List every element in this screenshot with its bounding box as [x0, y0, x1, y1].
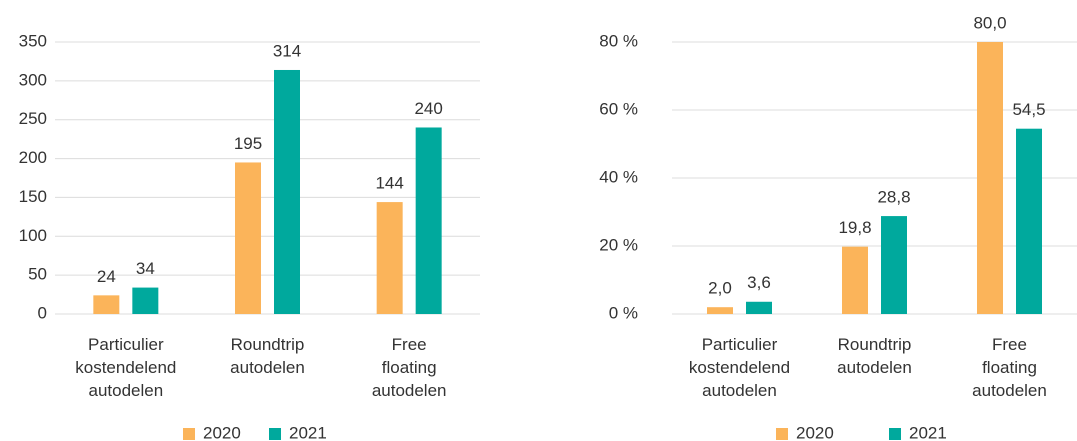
- bar: [274, 69, 300, 314]
- bar: [842, 246, 868, 314]
- y-tick-label: 40 %: [599, 167, 638, 186]
- bar: [132, 287, 159, 314]
- bar: [707, 307, 733, 314]
- legend-label: 2021: [289, 423, 327, 441]
- y-tick-label: 80 %: [599, 31, 638, 50]
- legend-swatch: [776, 428, 788, 440]
- bar: [1016, 128, 1042, 314]
- legend-swatch: [269, 428, 281, 440]
- x-tick-label: Free floating autodelen: [972, 335, 1047, 400]
- value-label: 19,8: [838, 218, 871, 237]
- y-tick-label: 250: [19, 109, 47, 128]
- y-tick-label: 150: [19, 187, 47, 206]
- bar: [235, 162, 261, 314]
- y-tick-label: 300: [19, 70, 47, 89]
- value-label: 3,6: [747, 273, 771, 292]
- chart: 0 % 20 % 40 % 60 % 80 % Particulier kostendele…: [599, 13, 1077, 441]
- chart: 0 50 100 150 200 250 300 350 Particulier kostende…: [19, 31, 480, 441]
- bar: [415, 127, 442, 314]
- y-tick-label: 60 %: [599, 99, 638, 118]
- value-label: 144: [375, 174, 403, 193]
- y-tick-label: 0: [38, 303, 47, 322]
- legend-swatch: [183, 428, 195, 440]
- y-tick-label: 200: [19, 148, 47, 167]
- value-label: 240: [414, 99, 442, 118]
- x-tick-label: Roundtrip autodelen: [230, 335, 305, 377]
- value-label: 34: [136, 259, 155, 278]
- y-tick-label: 20 %: [599, 235, 638, 254]
- x-tick-label: Free floating autodelen: [372, 335, 447, 400]
- value-label: 314: [273, 41, 301, 60]
- bar: [881, 216, 907, 314]
- bar: [977, 42, 1003, 314]
- y-tick-label: 350: [19, 31, 47, 50]
- value-label: 2,0: [708, 279, 732, 298]
- legend-swatch: [889, 428, 901, 440]
- bar: [746, 301, 772, 314]
- bar: [93, 295, 120, 314]
- value-label: 28,8: [877, 188, 910, 207]
- value-label: 80,0: [973, 13, 1006, 32]
- legend-label: 2020: [203, 423, 241, 441]
- y-tick-label: 100: [19, 226, 47, 245]
- x-tick-label: Particulier kostendelend autodelen: [689, 335, 790, 400]
- x-tick-label: Roundtrip autodelen: [837, 335, 912, 377]
- value-label: 54,5: [1012, 100, 1045, 119]
- value-label: 24: [97, 267, 116, 286]
- legend-label: 2021: [909, 423, 947, 441]
- y-tick-label: 0 %: [609, 303, 638, 322]
- x-tick-label: Particulier kostendelend autodelen: [75, 335, 176, 400]
- value-label: 195: [234, 134, 262, 153]
- y-tick-label: 50: [28, 265, 47, 284]
- legend-label: 2020: [796, 423, 834, 441]
- bar: [376, 202, 403, 314]
